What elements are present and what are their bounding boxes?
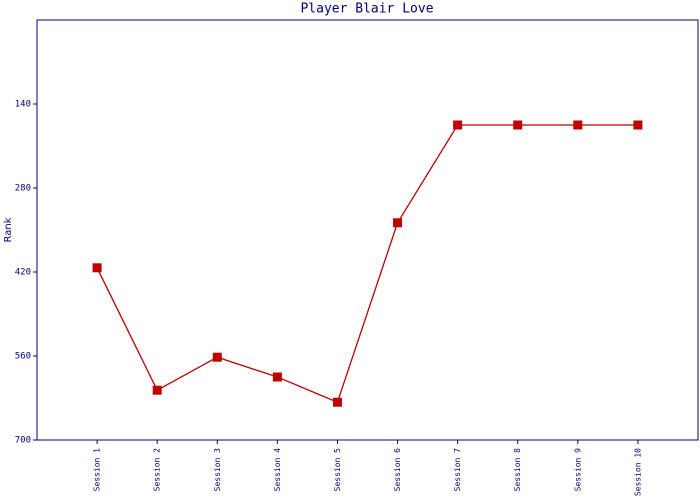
line: [96, 124, 638, 404]
y-axis-label: Rank: [3, 217, 14, 242]
y-tick-label: 420: [15, 268, 31, 278]
x-tick-label: Session 6: [393, 448, 402, 492]
x-tick-label: Session 4: [273, 448, 282, 492]
marker: [92, 263, 102, 273]
marker: [393, 218, 403, 228]
x-tick-label: Session 9: [573, 448, 582, 492]
marker: [513, 120, 523, 130]
y-tick-label: 280: [15, 184, 31, 194]
x-tick-label: Session 7: [453, 448, 462, 492]
y-tick-label: 140: [15, 100, 31, 110]
marker: [453, 120, 463, 130]
marker: [152, 385, 162, 395]
marker: [573, 120, 583, 130]
x-tick-label: Session 1: [93, 448, 102, 492]
x-tick-label: Session 8: [513, 448, 522, 492]
marker: [212, 352, 222, 362]
marker: [332, 397, 342, 407]
plot-frame: [36, 19, 699, 441]
y-tick-label: 560: [15, 352, 31, 362]
chart-title: Player Blair Love: [300, 2, 433, 17]
x-tick-label: Session 2: [153, 448, 162, 492]
marker: [272, 372, 282, 382]
y-tick-label: 700: [15, 436, 31, 446]
x-tick-label: Session 3: [213, 448, 222, 492]
marker: [633, 120, 643, 130]
x-tick-label: Session 10: [633, 448, 642, 496]
x-tick-label: Session 5: [333, 448, 342, 492]
